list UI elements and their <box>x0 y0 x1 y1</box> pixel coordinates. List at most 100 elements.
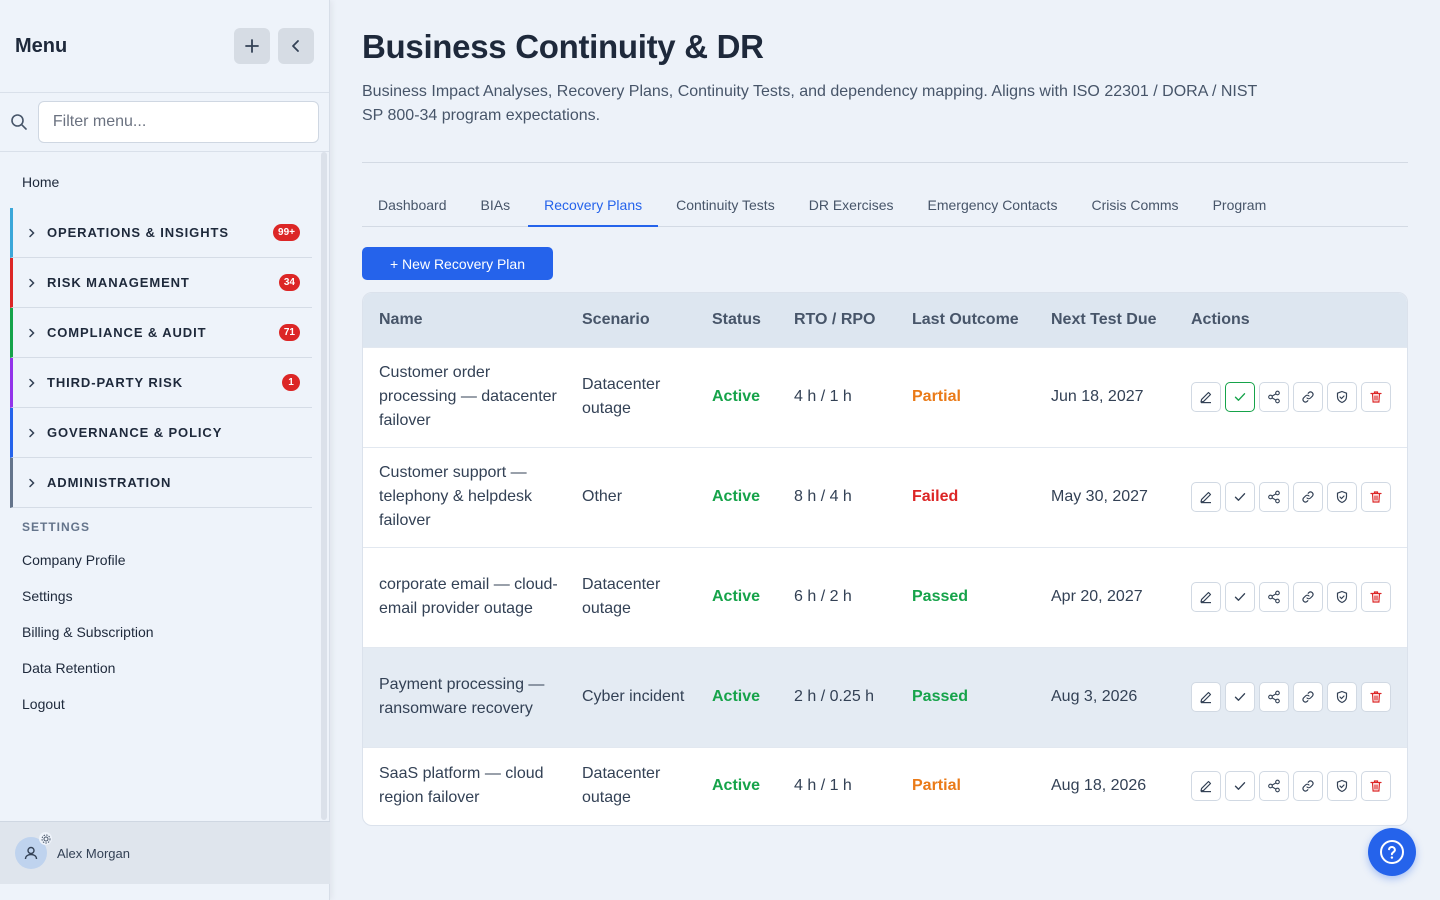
delete-button[interactable] <box>1361 771 1391 802</box>
tab-continuity-tests[interactable]: Continuity Tests <box>676 197 775 213</box>
plan-scenario: Datacenter outage <box>566 346 696 447</box>
count-badge: 1 <box>282 374 300 391</box>
edit-icon <box>1200 781 1212 793</box>
plan-name: Customer order processing — datacenter f… <box>363 346 566 447</box>
status-badge: Active <box>696 346 778 447</box>
protect-button[interactable] <box>1327 382 1357 412</box>
approve-button[interactable] <box>1225 482 1255 512</box>
page-description: Business Impact Analyses, Recovery Plans… <box>362 83 1257 124</box>
avatar <box>15 832 52 869</box>
table-row[interactable]: Customer order processing — datacenter f… <box>363 346 1407 447</box>
tab-program[interactable]: Program <box>1212 197 1267 213</box>
rto-rpo: 4 h / 1 h <box>778 746 896 825</box>
approve-button[interactable] <box>1225 582 1255 612</box>
chevron-right-icon <box>27 278 47 288</box>
approve-button[interactable] <box>1225 382 1255 412</box>
sidebar-group-third-party[interactable]: THIRD-PARTY RISK 1 <box>10 358 312 408</box>
actions-cell <box>1175 346 1407 447</box>
tab-dr-exercises[interactable]: DR Exercises <box>808 197 894 213</box>
sidebar-item-billing[interactable]: Billing & Subscription <box>22 624 154 640</box>
next-test-due: Aug 18, 2026 <box>1035 746 1175 825</box>
plus-icon <box>245 39 259 53</box>
table-row[interactable]: Customer support — telephony & helpdesk … <box>363 446 1407 547</box>
chevron-right-icon <box>27 228 47 238</box>
sidebar-group-operations[interactable]: OPERATIONS & INSIGHTS 99+ <box>10 208 312 258</box>
delete-button[interactable] <box>1361 382 1391 412</box>
link-button[interactable] <box>1293 682 1323 712</box>
sidebar-scrollbar[interactable] <box>321 152 327 820</box>
add-button[interactable] <box>234 28 270 64</box>
column-header[interactable]: Next Test Due <box>1051 310 1157 328</box>
protect-button[interactable] <box>1327 682 1357 712</box>
table-row[interactable]: SaaS platform — cloud region failover Da… <box>363 746 1407 825</box>
trash-icon <box>1370 491 1382 503</box>
settings-heading: SETTINGS <box>22 520 91 534</box>
delete-button[interactable] <box>1361 582 1391 612</box>
column-header[interactable]: Name <box>379 310 423 328</box>
shield-icon <box>1336 490 1348 504</box>
column-header[interactable]: Status <box>712 310 761 328</box>
link-button[interactable] <box>1293 771 1323 802</box>
tab-bias[interactable]: BIAs <box>480 197 511 213</box>
delete-button[interactable] <box>1361 682 1391 712</box>
gear-icon <box>39 832 52 845</box>
filter-menu-input[interactable] <box>37 101 319 143</box>
table-row[interactable]: corporate email — cloud-email provider o… <box>363 546 1407 647</box>
link-button[interactable] <box>1293 582 1323 612</box>
sidebar-item-logout[interactable]: Logout <box>22 696 65 712</box>
edit-button[interactable] <box>1191 382 1221 412</box>
sidebar-group-administration[interactable]: ADMINISTRATION <box>10 458 312 508</box>
protect-button[interactable] <box>1327 482 1357 512</box>
sidebar-item-settings[interactable]: Settings <box>22 588 73 604</box>
trash-icon <box>1370 780 1382 792</box>
sidebar-item-data-retention[interactable]: Data Retention <box>22 660 116 676</box>
status-badge: Active <box>696 546 778 647</box>
edit-button[interactable] <box>1191 682 1221 712</box>
protect-button[interactable] <box>1327 582 1357 612</box>
sidebar-group-risk[interactable]: RISK MANAGEMENT 34 <box>10 258 312 308</box>
user-profile[interactable]: Alex Morgan <box>0 821 330 884</box>
share-icon <box>1268 490 1280 504</box>
tab-crisis-comms[interactable]: Crisis Comms <box>1091 197 1179 213</box>
shield-icon <box>1336 590 1348 604</box>
approve-button[interactable] <box>1225 682 1255 712</box>
collapse-sidebar-button[interactable] <box>278 28 314 64</box>
actions-cell <box>1175 646 1407 747</box>
edit-button[interactable] <box>1191 771 1221 802</box>
sidebar-group-label: ADMINISTRATION <box>47 475 172 490</box>
sidebar-item-company-profile[interactable]: Company Profile <box>22 552 126 568</box>
plan-name: SaaS platform — cloud region failover <box>363 746 566 825</box>
link-button[interactable] <box>1293 382 1323 412</box>
sidebar-item-home[interactable]: Home <box>22 174 60 190</box>
share-button[interactable] <box>1259 682 1289 712</box>
share-button[interactable] <box>1259 382 1289 412</box>
delete-button[interactable] <box>1361 482 1391 512</box>
share-icon <box>1268 690 1280 704</box>
edit-button[interactable] <box>1191 482 1221 512</box>
edit-button[interactable] <box>1191 582 1221 612</box>
user-icon <box>24 846 38 860</box>
link-button[interactable] <box>1293 482 1323 512</box>
approve-button[interactable] <box>1225 771 1255 802</box>
last-outcome: Failed <box>896 446 1035 547</box>
share-button[interactable] <box>1259 482 1289 512</box>
share-button[interactable] <box>1259 582 1289 612</box>
link-icon <box>1302 591 1314 603</box>
sidebar-group-label: COMPLIANCE & AUDIT <box>47 325 207 340</box>
share-icon <box>1268 779 1280 793</box>
column-header[interactable]: Last Outcome <box>912 310 1019 328</box>
sidebar-group-compliance[interactable]: COMPLIANCE & AUDIT 71 <box>10 308 312 358</box>
tab-emergency-contacts[interactable]: Emergency Contacts <box>927 197 1058 213</box>
tab-recovery-plans[interactable]: Recovery Plans <box>528 187 659 227</box>
share-button[interactable] <box>1259 771 1289 802</box>
column-header[interactable]: Scenario <box>582 310 650 328</box>
protect-button[interactable] <box>1327 771 1357 802</box>
new-recovery-plan-button[interactable]: + New Recovery Plan <box>362 247 553 280</box>
column-header[interactable]: RTO / RPO <box>794 310 876 328</box>
sidebar-group-governance[interactable]: GOVERNANCE & POLICY <box>10 408 312 458</box>
help-button[interactable] <box>1368 828 1416 876</box>
last-outcome: Partial <box>896 746 1035 825</box>
tab-dashboard[interactable]: Dashboard <box>378 197 447 213</box>
table-row[interactable]: Payment processing — ransomware recovery… <box>363 646 1407 747</box>
status-badge: Active <box>696 446 778 547</box>
